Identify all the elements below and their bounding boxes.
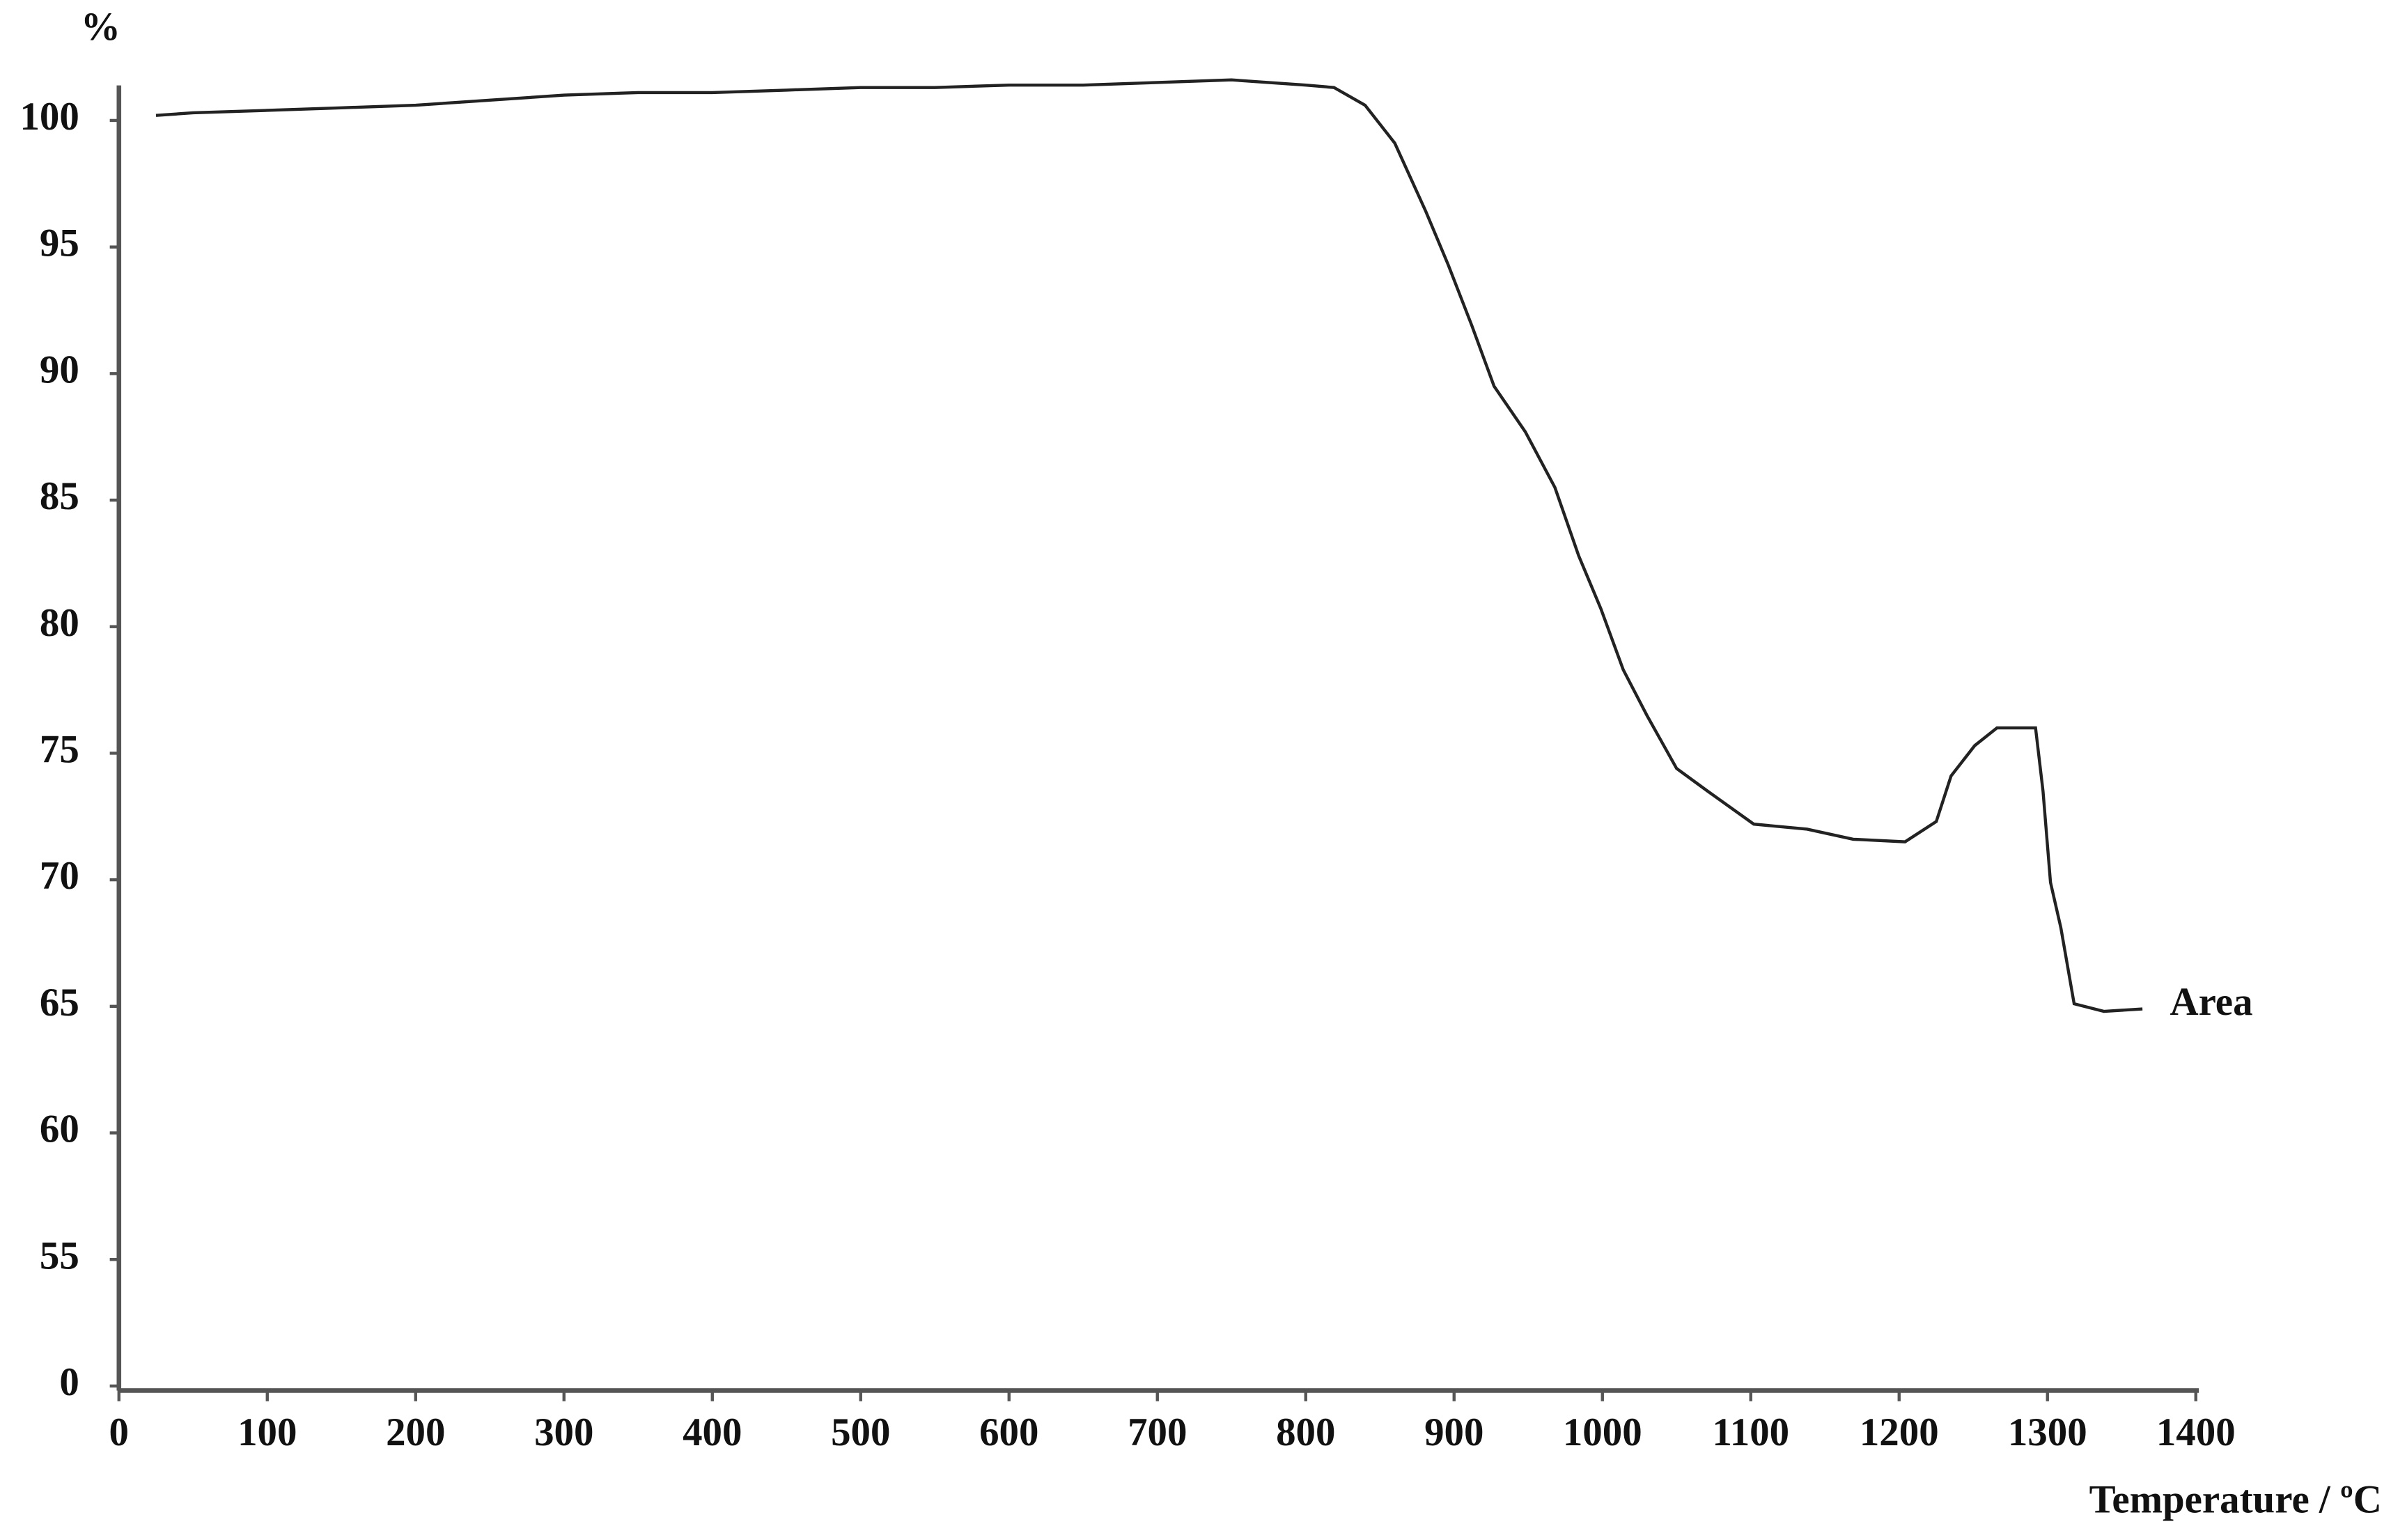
y-tick-label: 55 xyxy=(40,1234,79,1277)
x-tick-label: 1400 xyxy=(2156,1410,2236,1454)
x-tick-label: 1200 xyxy=(1860,1410,1939,1454)
y-tick-label: 80 xyxy=(40,601,79,645)
x-axis-label: Temperature / ºC xyxy=(2089,1478,2382,1522)
x-tick-label: 700 xyxy=(1128,1410,1187,1454)
x-tick-label: 1000 xyxy=(1563,1410,1642,1454)
line-series xyxy=(155,78,2143,1013)
x-tick-label: 0 xyxy=(109,1410,129,1454)
x-tick-label: 300 xyxy=(534,1410,593,1454)
y-tick-label: 0 xyxy=(59,1360,79,1404)
y-tick-label: 65 xyxy=(40,981,79,1025)
y-tick-label: 90 xyxy=(40,348,79,391)
series-label: Area xyxy=(2170,980,2252,1024)
y-tick-label: 60 xyxy=(40,1107,79,1151)
x-tick-label: 500 xyxy=(831,1410,890,1454)
x-tick-label: 100 xyxy=(237,1410,297,1454)
x-tick-label: 600 xyxy=(979,1410,1038,1454)
y-tick-label: 70 xyxy=(40,854,79,898)
x-tick-label: 1100 xyxy=(1712,1410,1789,1454)
x-tick-label: 900 xyxy=(1424,1410,1483,1454)
y-unit: % xyxy=(81,5,120,49)
y-tick-label: 95 xyxy=(40,221,79,265)
y-tick-label: 85 xyxy=(40,474,79,518)
x-tick-label: 800 xyxy=(1276,1410,1335,1454)
x-tick-label: 400 xyxy=(683,1410,742,1454)
x-tick-label: 200 xyxy=(386,1410,445,1454)
y-tick-label: 75 xyxy=(40,727,79,771)
y-tick-label: 100 xyxy=(20,95,79,139)
x-tick-label: 1300 xyxy=(2008,1410,2087,1454)
